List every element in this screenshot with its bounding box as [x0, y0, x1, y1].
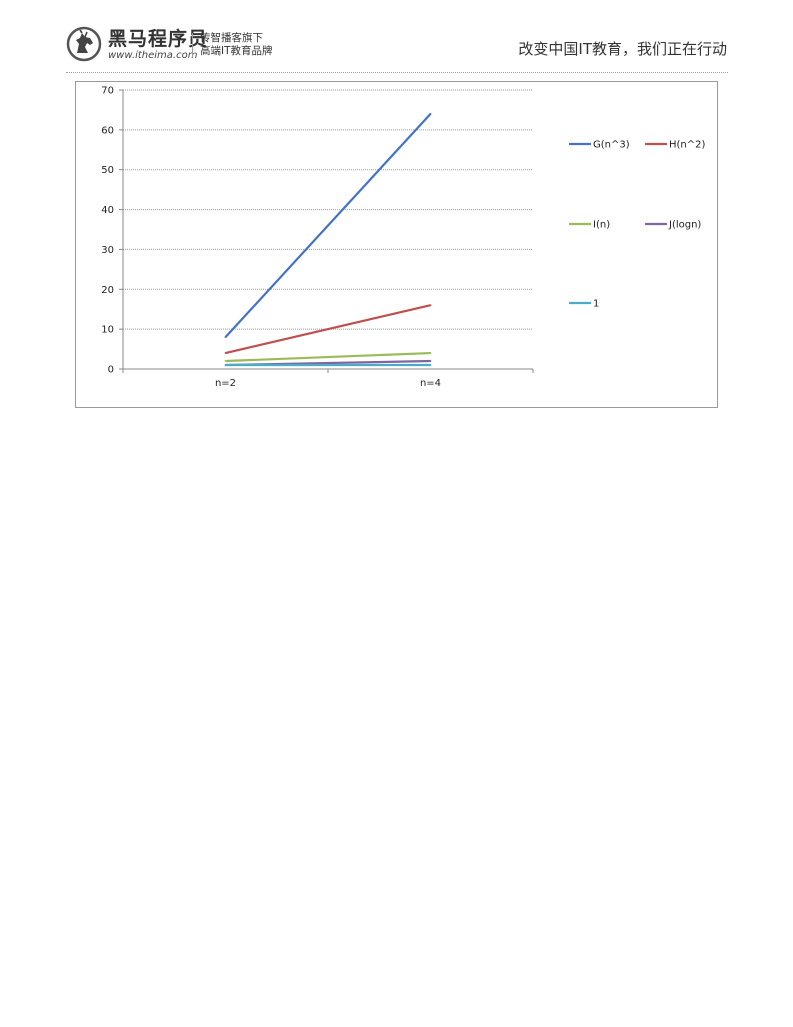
header-divider: [192, 33, 193, 57]
header-tagline: 改变中国IT教育，我们正在行动: [518, 40, 727, 58]
y-tick-label: 10: [101, 325, 114, 336]
data-point: [224, 352, 227, 354]
y-tick-label: 20: [101, 285, 114, 296]
x-tick-label: n=2: [215, 378, 236, 389]
brand-name: 黑马程序员: [108, 28, 209, 50]
data-point: [224, 364, 227, 366]
series-line-1: [224, 113, 432, 338]
brand-url[interactable]: www.itheima.com: [108, 50, 198, 61]
legend-label: I(n): [593, 220, 610, 231]
data-point: [429, 352, 432, 354]
horse-head-logo-icon: [66, 26, 102, 62]
data-point: [224, 336, 227, 339]
legend-label: 1: [593, 299, 599, 310]
slogan-line-2: 高端IT教育品牌: [200, 45, 273, 57]
slogan-line-1: 传智播客旗下: [200, 32, 263, 44]
legend-label: G(n^3): [593, 140, 630, 151]
series-line-2: [225, 304, 431, 355]
header-rule: [66, 72, 728, 73]
chart-frame: 0 10 20 30 40 50 60 70 n=2 n=4 G(n^3) H(n^2) I(n) J(l…: [75, 81, 718, 408]
data-point: [429, 304, 432, 307]
y-tick-label: 30: [101, 245, 114, 256]
data-point: [429, 364, 432, 366]
data-point: [429, 360, 432, 362]
x-tick-label: n=4: [420, 378, 441, 389]
line-chart: 0 10 20 30 40 50 60 70 n=2 n=4 G(n^3) H(n^2) I(n) J(l…: [101, 86, 706, 390]
y-tick-label: 0: [108, 365, 114, 376]
legend-label: H(n^2): [669, 140, 706, 151]
series-line-3: [225, 351, 431, 363]
legend-label: J(logn): [668, 220, 701, 231]
y-tick-label: 60: [101, 125, 114, 136]
y-tick-label: 40: [101, 205, 114, 216]
y-tick-label: 70: [101, 86, 114, 97]
y-tick-label: 50: [101, 165, 114, 176]
page-header: 黑马程序员 www.itheima.com 传智播客旗下 高端IT教育品牌 改变…: [0, 0, 793, 72]
data-point: [224, 360, 227, 362]
data-point: [429, 113, 432, 115]
